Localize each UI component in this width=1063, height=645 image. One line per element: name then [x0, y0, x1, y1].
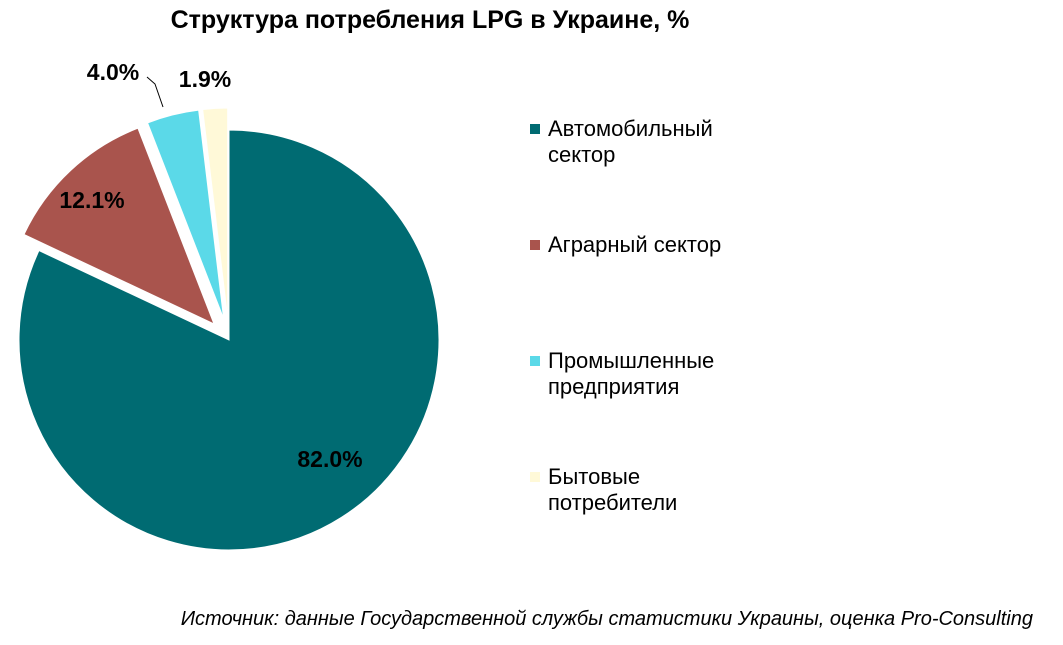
- legend-item-agrarian: Аграрный сектор: [530, 232, 768, 258]
- data-label-industrial: 4.0%: [87, 59, 139, 85]
- legend-label-auto: Автомобильный сектор: [548, 116, 713, 167]
- legend-label-industrial: Промышленные предприятия: [548, 348, 715, 399]
- legend: Автомобильный сектор Аграрный сектор Про…: [530, 0, 1050, 600]
- data-label-agrarian: 12.1%: [59, 187, 124, 213]
- slice-auto: [18, 129, 440, 551]
- slice-industrial: [146, 109, 225, 319]
- legend-swatch-industrial: [530, 356, 540, 366]
- legend-swatch-auto: [530, 124, 540, 134]
- source-note: Источник: данные Государственной службы …: [180, 608, 1033, 630]
- chart-title: Структура потребления LPG в Украине, %: [170, 6, 690, 34]
- data-label-household: 1.9%: [179, 66, 231, 92]
- legend-label-agrarian: Аграрный сектор: [548, 232, 722, 257]
- legend-label-household: Бытовые потребители: [548, 464, 678, 515]
- leader-line-industrial: [146, 76, 164, 108]
- legend-item-household: Бытовые потребители: [530, 464, 768, 516]
- slice-agrarian: [23, 127, 215, 325]
- legend-item-industrial: Промышленные предприятия: [530, 348, 768, 400]
- legend-swatch-agrarian: [530, 240, 540, 250]
- pie-chart: 82.0% 12.1% 4.0% 1.9%: [18, 59, 440, 551]
- legend-swatch-household: [530, 472, 540, 482]
- legend-item-auto: Автомобильный сектор: [530, 116, 768, 168]
- slice-household: [202, 107, 229, 319]
- data-label-auto: 82.0%: [297, 446, 362, 472]
